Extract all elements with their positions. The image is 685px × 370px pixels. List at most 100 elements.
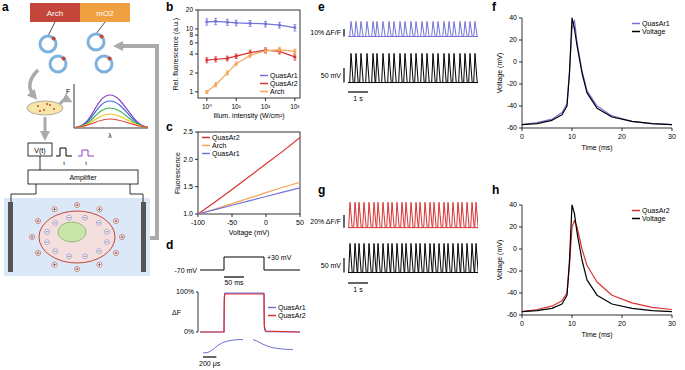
y-tick-label: 0 <box>513 245 517 252</box>
panel-letter: c <box>166 120 173 134</box>
x-tick <box>672 315 673 318</box>
charge <box>45 229 50 234</box>
plasmid-insert <box>52 36 56 40</box>
error-bar <box>226 56 229 61</box>
legend-swatch <box>632 31 640 33</box>
spike <box>432 22 436 37</box>
marker <box>278 48 281 51</box>
marker <box>226 57 229 60</box>
spike <box>350 53 354 82</box>
marker <box>205 20 208 23</box>
legend-label: QuasAr1 <box>278 304 306 312</box>
spike <box>349 202 353 227</box>
y-tick <box>195 91 198 92</box>
spike <box>464 22 468 37</box>
charge <box>67 215 72 220</box>
spike <box>410 53 414 82</box>
marker <box>264 22 267 25</box>
amplifier-box <box>28 170 138 184</box>
spike <box>354 243 358 272</box>
minus-sign <box>83 217 86 218</box>
legend-label: Voltage <box>642 215 665 223</box>
spike <box>368 243 372 272</box>
y-tick-label: 4 <box>189 50 193 57</box>
spike <box>368 202 372 227</box>
colony <box>53 108 55 110</box>
plot-area <box>522 205 672 312</box>
spike <box>382 53 386 82</box>
spike <box>464 53 468 82</box>
panel-letter: d <box>166 238 173 252</box>
spike <box>475 243 478 272</box>
plot-area <box>348 53 478 82</box>
charge <box>53 220 58 225</box>
plasmid <box>88 34 104 50</box>
flow-arrow <box>60 100 68 105</box>
spike <box>432 53 436 82</box>
x-tick <box>572 128 573 131</box>
plasmid-insert <box>100 34 104 38</box>
minus-sign <box>54 222 57 223</box>
x-tick-label: -50 <box>227 219 237 226</box>
legend-label: QuasAr2 <box>642 207 670 215</box>
charge <box>53 249 58 254</box>
y-tick-label: 20 <box>509 36 517 43</box>
y-tick-label: 1 <box>189 88 193 95</box>
charge <box>35 218 40 223</box>
charge <box>97 262 102 267</box>
marker <box>214 20 217 23</box>
figure: b10⁰10¹10²10³124681020Illum. intensity (… <box>0 0 685 370</box>
spike <box>382 202 386 227</box>
plot-area <box>348 202 478 227</box>
spike <box>469 53 473 82</box>
legend-label: QuasAr1 <box>212 150 240 158</box>
spike <box>447 202 451 227</box>
charge <box>83 254 88 259</box>
y-tick <box>519 205 522 206</box>
error-bar <box>293 49 296 54</box>
y-tick-label: 40 <box>509 14 517 21</box>
spike <box>448 53 452 82</box>
spike <box>448 22 452 37</box>
series-line <box>522 205 672 312</box>
plasmid <box>40 36 56 52</box>
x-tick <box>236 98 237 101</box>
y-axis-title: ΔF <box>172 309 181 316</box>
x-tick-label: 10 <box>568 320 576 327</box>
spectrum-curve <box>76 119 148 127</box>
y-tick <box>195 159 198 160</box>
charge <box>35 250 40 255</box>
legend-swatch <box>202 145 210 147</box>
marker <box>205 90 208 93</box>
minus-sign <box>46 242 49 243</box>
plasmid-insert <box>108 56 112 60</box>
error-bar <box>264 21 267 26</box>
y-tick-label: -60 <box>507 124 517 131</box>
error-bar <box>264 48 267 53</box>
y-tick-label: 2 <box>189 69 193 76</box>
y-axis-title: Voltage (mV) <box>496 240 504 280</box>
y-tick <box>519 84 522 85</box>
y-tick <box>195 54 198 55</box>
marker <box>235 62 238 65</box>
colony <box>46 103 48 105</box>
x-tick-label: 10⁰ <box>202 103 212 110</box>
panel-letter: g <box>318 183 325 197</box>
y-tick-label: 1.5 <box>183 183 193 190</box>
pulse <box>56 148 72 156</box>
scale-bar-label: 20% ΔF/F <box>310 218 341 225</box>
spike <box>421 53 425 82</box>
error-bar <box>205 19 208 25</box>
plot-area <box>198 137 300 214</box>
minus-sign <box>97 222 100 223</box>
spike <box>391 202 395 227</box>
legend-label: Voltage <box>642 28 665 36</box>
y-tick-label: 8 <box>189 31 193 38</box>
scale-bar-label: 1 s <box>353 95 363 102</box>
spectrum-curve <box>76 95 148 127</box>
scale-bar <box>343 258 344 273</box>
spike <box>350 22 354 37</box>
plus-sign <box>30 235 33 238</box>
x-tick <box>672 128 673 131</box>
spike <box>372 53 376 82</box>
